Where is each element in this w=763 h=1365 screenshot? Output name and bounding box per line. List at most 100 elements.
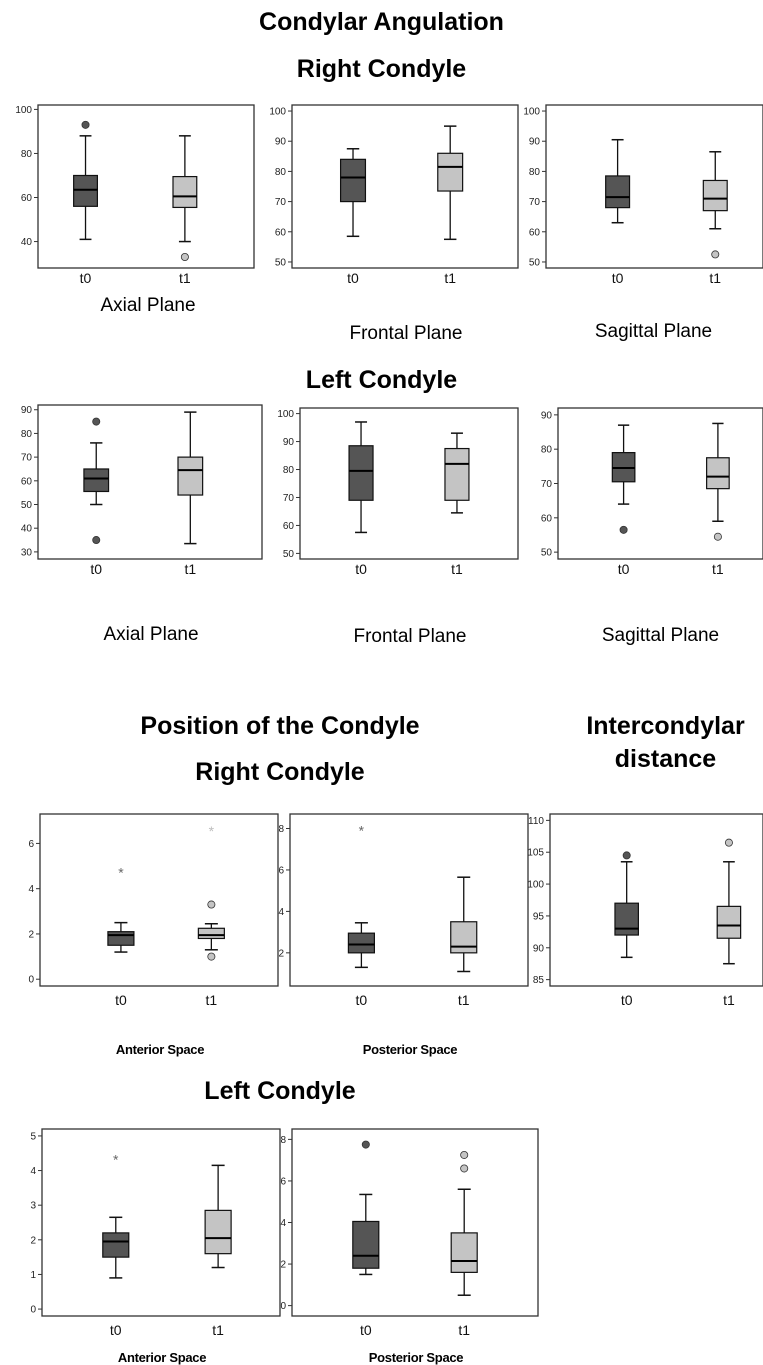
- outlier-point-t0: [92, 417, 101, 426]
- label-right-axial: Axial Plane: [100, 295, 196, 316]
- boxplot-right-sagittal: 50 60 70 80 90 100 t0 t1: [523, 104, 763, 286]
- boxplot-right-axial: 40 60 80 100 t0 t1: [15, 104, 255, 286]
- label-right-anterior: Anterior Space: [115, 1042, 205, 1057]
- box-t1: [204, 1209, 232, 1255]
- y-tick-label: 40: [21, 237, 33, 248]
- plot-frame: [37, 104, 255, 269]
- boxplot-right-posterior: 2 4 6 8 * t0 t1: [278, 813, 529, 1008]
- plot-frame: [557, 407, 763, 560]
- y-tick-label: 100: [523, 107, 540, 118]
- y-tick-label: 90: [541, 410, 553, 421]
- y-tick-label: 2: [278, 948, 284, 959]
- box-t0: [102, 1232, 130, 1258]
- boxplot-left-axial: 30 40 50 60 70 80 90 t0 t1: [21, 404, 263, 577]
- y-tick-label: 80: [283, 465, 295, 476]
- extreme-outlier-t1: *: [209, 823, 215, 839]
- box-t1: [444, 447, 470, 501]
- y-tick-label: 90: [21, 405, 33, 416]
- y-tick-label: 90: [533, 943, 545, 954]
- y-tick-label: 90: [275, 137, 287, 148]
- plot-frame: [549, 813, 763, 987]
- y-tick-label: 110: [528, 816, 544, 827]
- y-tick-label: 3: [30, 1201, 36, 1212]
- y-tick-label: 80: [275, 167, 287, 178]
- y-tick-label: 8: [278, 824, 284, 835]
- x-category-label-t1: t1: [723, 992, 735, 1008]
- intercondylar-title-line2: distance: [614, 745, 717, 773]
- y-tick-label: 80: [529, 167, 541, 178]
- y-tick-label: 50: [541, 548, 553, 559]
- y-tick-label: 50: [275, 257, 287, 268]
- y-tick-label: 60: [21, 193, 33, 204]
- x-category-label-t0: t0: [110, 1322, 122, 1338]
- y-tick-label: 60: [21, 476, 33, 487]
- y-tick-label: 80: [21, 149, 33, 160]
- x-category-label-t0: t0: [347, 270, 359, 286]
- x-category-label-t0: t0: [612, 270, 624, 286]
- x-category-label-t1: t1: [451, 561, 463, 577]
- x-category-label-t1: t1: [458, 992, 470, 1008]
- x-category-label-t1: t1: [184, 561, 196, 577]
- y-tick-label: 1: [30, 1270, 36, 1281]
- outlier-point-t1: [180, 252, 189, 261]
- box-t0: [605, 175, 631, 209]
- y-tick-label: 70: [541, 479, 553, 490]
- box-t1: [450, 921, 478, 954]
- x-category-label-t0: t0: [90, 561, 102, 577]
- position-right-heading: Right Condyle: [195, 758, 365, 786]
- plot-frame: [37, 404, 263, 560]
- label-right-posterior: Posterior Space: [362, 1042, 458, 1057]
- main-title: Condylar Angulation: [259, 8, 504, 36]
- outlier-point-t1: [713, 532, 722, 541]
- y-tick-label: 70: [283, 493, 295, 504]
- box-t1: [177, 456, 204, 496]
- boxplot-right-frontal: 50 60 70 80 90 100 t0 t1: [269, 104, 519, 286]
- y-tick-label: 80: [21, 429, 33, 440]
- y-tick-label: 90: [529, 137, 541, 148]
- y-tick-label: 8: [280, 1135, 286, 1146]
- y-tick-label: 100: [269, 107, 286, 118]
- y-tick-label: 85: [533, 975, 545, 986]
- y-tick-label: 5: [30, 1131, 36, 1142]
- outlier-point-t0: [361, 1140, 370, 1149]
- plot-frame: [299, 407, 519, 560]
- box-t0: [83, 468, 110, 493]
- plot-frame: [41, 1128, 281, 1317]
- x-category-label-t0: t0: [360, 1322, 372, 1338]
- y-tick-label: 100: [15, 105, 32, 116]
- outlier-point-t0: [92, 536, 101, 545]
- y-tick-label: 100: [527, 880, 544, 891]
- box-t1: [706, 457, 730, 490]
- boxplot-intercondylar: 85 90 95 100 105 110 t0 t1: [527, 813, 763, 1008]
- y-tick-label: 2: [28, 929, 34, 940]
- label-left-frontal: Frontal Plane: [353, 626, 467, 647]
- label-left-sagittal: Sagittal Plane: [601, 625, 720, 646]
- y-tick-label: 0: [30, 1305, 36, 1316]
- position-title: Position of the Condyle: [140, 712, 420, 740]
- x-category-label-t1: t1: [458, 1322, 470, 1338]
- y-tick-label: 70: [529, 197, 541, 208]
- boxplot-left-sagittal: 50 60 70 80 90 t0 t1: [541, 407, 763, 577]
- x-category-label-t1: t1: [212, 1322, 224, 1338]
- boxplot-right-anterior: 0 2 4 6 * t0 * t1: [28, 813, 279, 1008]
- box-t0: [348, 445, 374, 501]
- boxplot-left-frontal: 50 60 70 80 90 100 t0 t1: [277, 407, 519, 577]
- outlier-point-t0: [622, 851, 631, 860]
- x-category-label-t1: t1: [179, 270, 191, 286]
- box-t1: [172, 175, 198, 209]
- box-t0: [352, 1220, 380, 1269]
- y-tick-label: 50: [283, 549, 295, 560]
- left-condyle-heading: Left Condyle: [305, 366, 458, 394]
- x-category-label-t0: t0: [618, 561, 630, 577]
- label-right-frontal: Frontal Plane: [349, 323, 463, 344]
- extreme-outlier-t0: *: [113, 1151, 119, 1167]
- plot-frame: [545, 104, 763, 269]
- x-category-label-t0: t0: [355, 561, 367, 577]
- y-tick-label: 60: [529, 227, 541, 238]
- label-left-axial: Axial Plane: [103, 624, 199, 645]
- y-tick-label: 70: [275, 197, 287, 208]
- box-t0: [107, 931, 135, 946]
- y-tick-label: 6: [278, 865, 284, 876]
- x-category-label-t0: t0: [621, 992, 633, 1008]
- box-t1: [716, 905, 742, 939]
